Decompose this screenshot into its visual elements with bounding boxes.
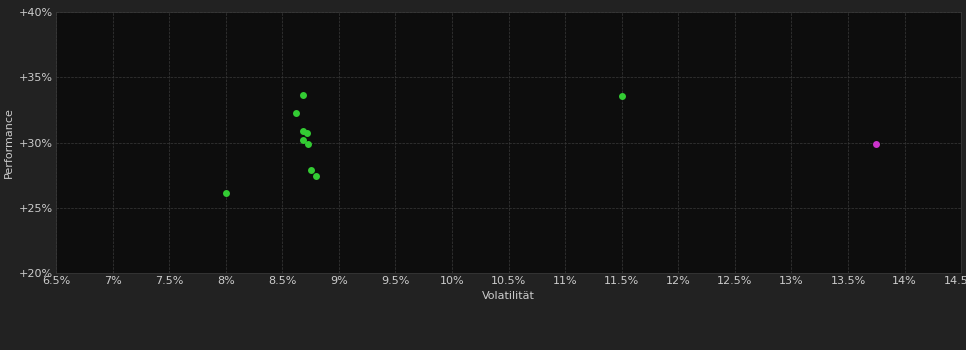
Point [288,110,303,116]
Point [300,141,316,147]
Point [218,190,234,196]
Point [868,141,884,147]
X-axis label: Volatilität: Volatilität [482,291,535,301]
Y-axis label: Performance: Performance [4,107,14,178]
Point [295,92,310,98]
Point [295,137,310,143]
Point [308,173,324,178]
Point [295,128,310,134]
Point [303,167,319,173]
Point [614,93,630,98]
Point [299,131,315,136]
